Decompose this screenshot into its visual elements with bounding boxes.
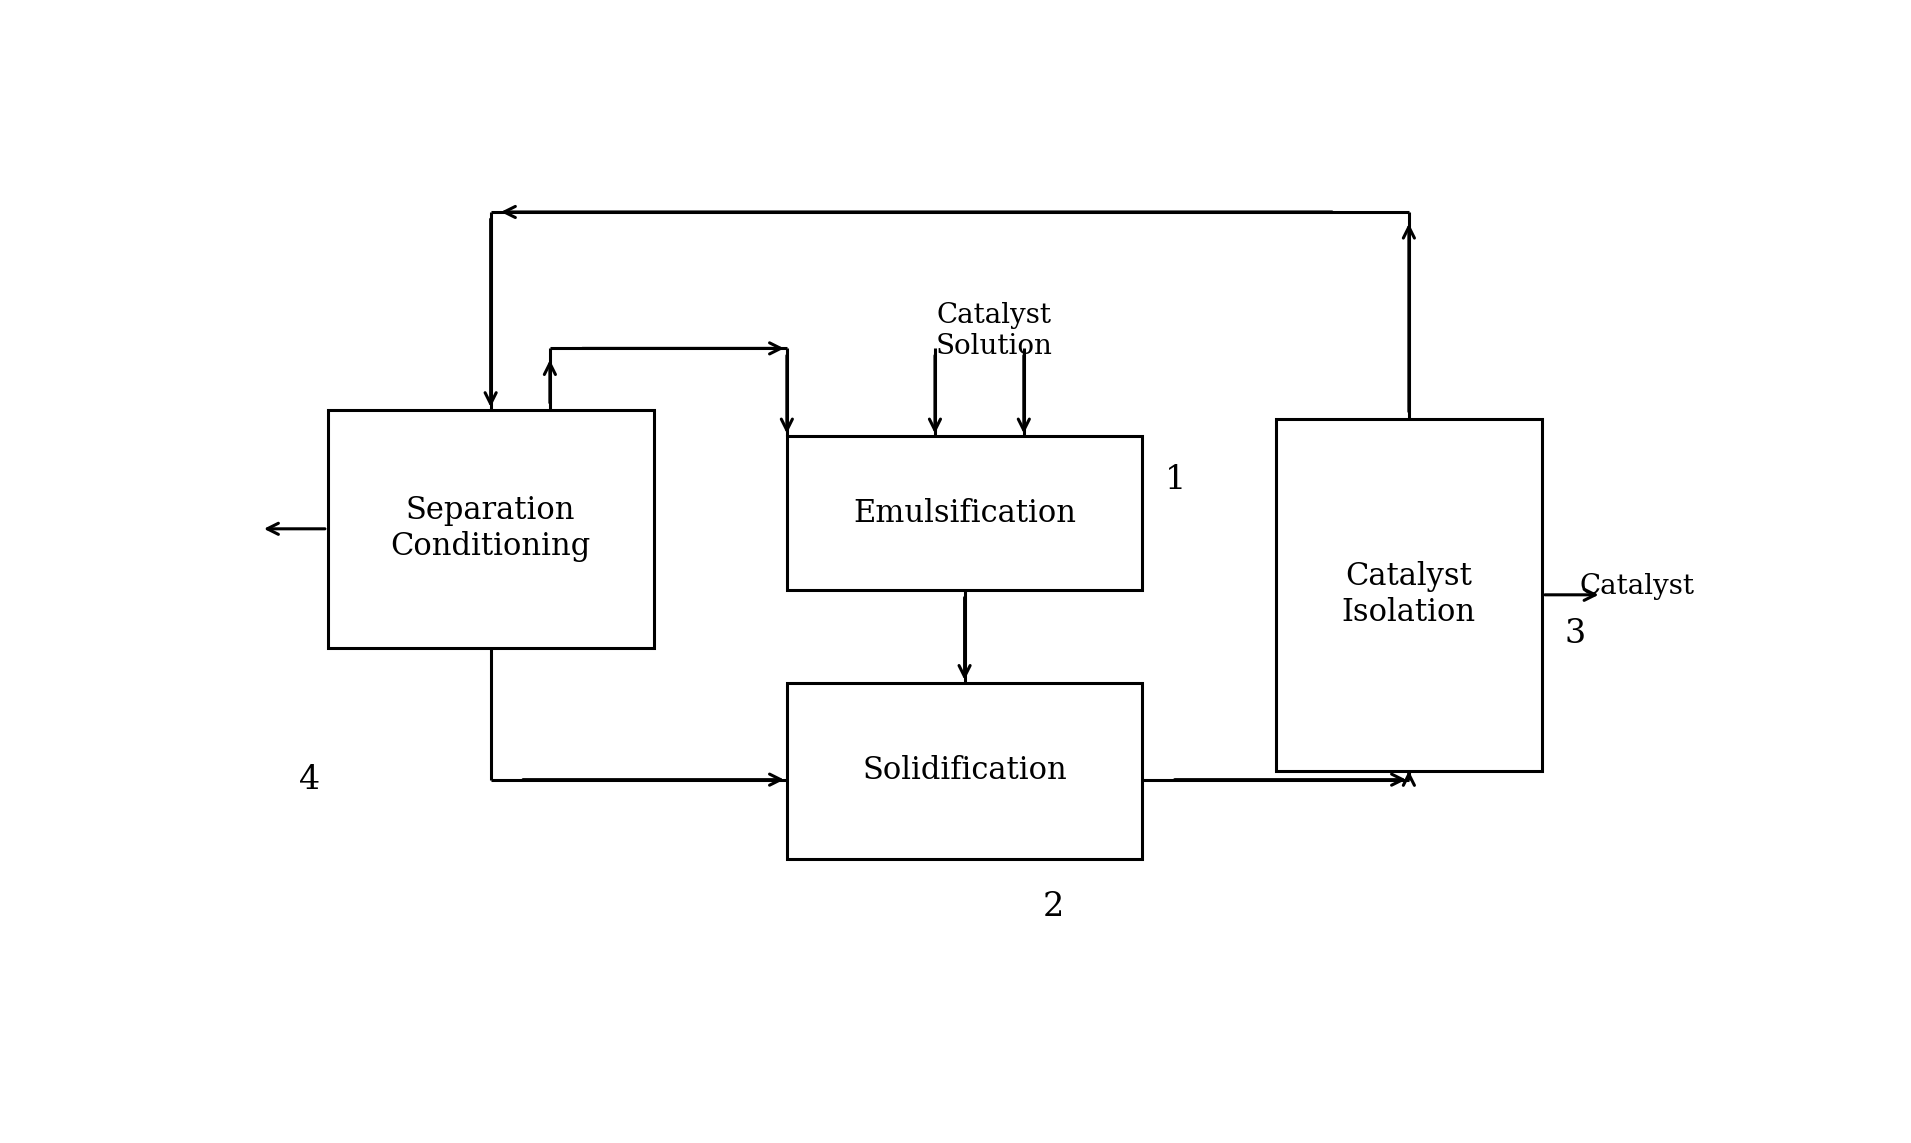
Bar [787,437,1143,591]
Text: 1: 1 [1164,464,1185,496]
Text: 2: 2 [1043,892,1064,924]
Text: 4: 4 [300,764,321,796]
Text: Emulsification: Emulsification [852,498,1076,529]
Text: Separation
Conditioning: Separation Conditioning [390,495,590,562]
Text: Catalyst
Isolation: Catalyst Isolation [1342,561,1475,629]
Text: Solidification: Solidification [862,756,1066,786]
Bar [329,410,654,648]
Bar [1277,418,1542,770]
Text: Catalyst: Catalyst [1578,573,1695,600]
Bar [787,682,1143,858]
Text: 3: 3 [1565,618,1586,650]
Text: Catalyst
Solution: Catalyst Solution [936,302,1053,360]
